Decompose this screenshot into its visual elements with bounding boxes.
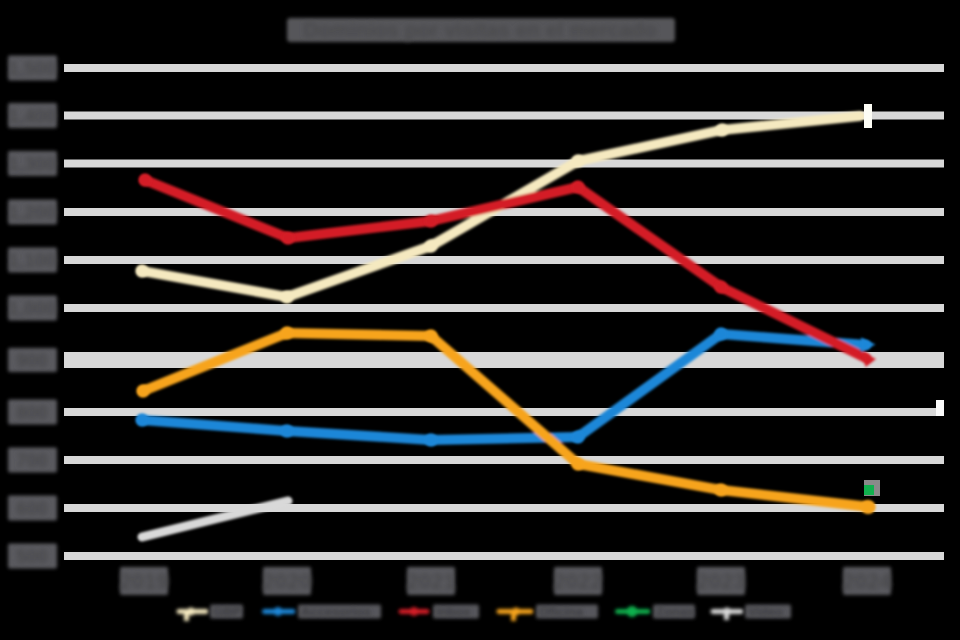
svg-text:Video: Video [748, 604, 783, 619]
svg-text:1,500: 1,500 [8, 59, 56, 80]
svg-text:1,000: 1,000 [8, 299, 56, 320]
svg-text:1,200: 1,200 [8, 203, 56, 224]
svg-text:2024: 2024 [843, 569, 893, 594]
svg-text:500: 500 [16, 547, 48, 568]
svg-text:700: 700 [16, 451, 48, 472]
svg-text:Dominios por visitas en el mer: Dominios por visitas en el mercado [303, 19, 657, 42]
svg-text:900: 900 [16, 351, 48, 372]
svg-text:1,100: 1,100 [8, 251, 56, 272]
svg-text:1,400: 1,400 [8, 107, 56, 128]
svg-text:Inbox: Inbox [436, 604, 471, 619]
svg-text:GBP: GBP [213, 604, 242, 619]
svg-text:2023: 2023 [697, 569, 746, 594]
svg-text:2020: 2020 [263, 569, 312, 594]
svg-text:2021: 2021 [407, 569, 456, 594]
svg-text:800: 800 [16, 403, 48, 424]
svg-text:2022: 2022 [554, 569, 603, 594]
svg-text:Zonas: Zonas [656, 604, 694, 619]
svg-text:600: 600 [16, 499, 48, 520]
svg-text:Oficina: Oficina [539, 604, 584, 619]
svg-text:1,300: 1,300 [8, 155, 56, 176]
svg-text:2019: 2019 [120, 569, 169, 594]
svg-text:Accesorios: Accesorios [301, 604, 371, 619]
